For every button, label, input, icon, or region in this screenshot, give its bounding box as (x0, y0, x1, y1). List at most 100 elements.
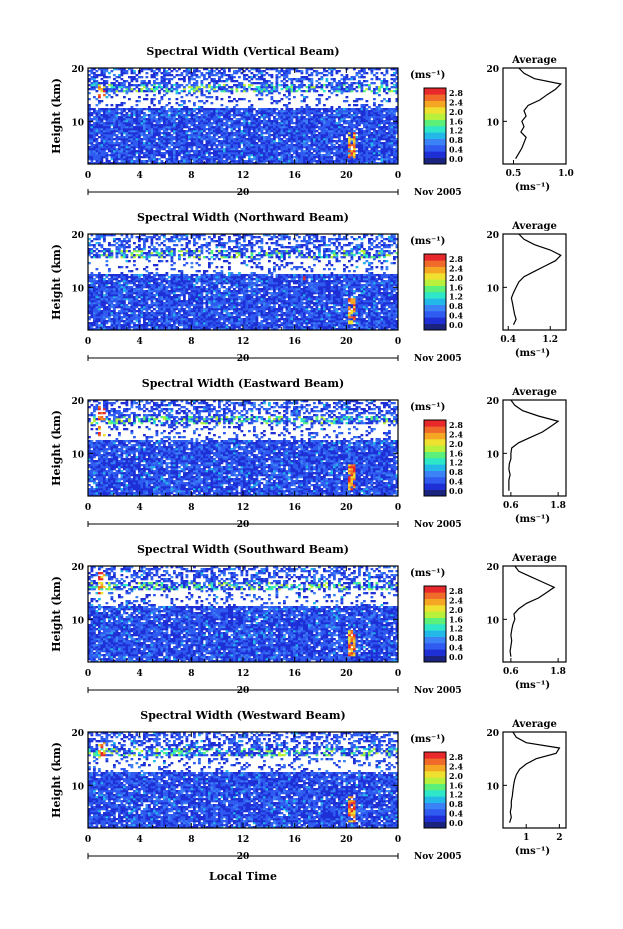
heatmap-cell (298, 158, 301, 161)
heatmap-cell (245, 160, 249, 163)
heatmap-cell (93, 82, 96, 85)
heatmap-cell (190, 138, 194, 141)
heatmap-cell (103, 80, 106, 83)
heatmap-cell (383, 132, 386, 135)
heatmap-cell (193, 156, 196, 159)
heatmap-cell (285, 146, 289, 149)
heatmap-cell (190, 162, 194, 165)
heatmap-cell (298, 110, 301, 113)
heatmap-cell (283, 142, 286, 145)
heatmap-cell (143, 84, 146, 87)
heatmap-cell (395, 152, 399, 155)
heatmap-cell (148, 158, 151, 161)
heatmap-cell (115, 136, 119, 139)
heatmap-cell (323, 120, 326, 123)
heatmap-cell (313, 118, 316, 121)
heatmap-cell (160, 154, 164, 157)
heatmap-cell (243, 120, 246, 123)
heatmap-cell (158, 144, 161, 147)
heatmap-cell (145, 108, 149, 111)
heatmap-cell (213, 130, 216, 133)
heatmap-cell (250, 122, 254, 125)
heatmap-cell (140, 130, 144, 133)
heatmap-cell (393, 162, 396, 165)
heatmap-cell (223, 138, 226, 141)
heatmap-cell (210, 320, 214, 323)
heatmap-cell (335, 110, 339, 113)
heatmap-cell (288, 88, 291, 91)
heatmap-cell (258, 116, 261, 119)
heatmap-cell (278, 158, 281, 161)
heatmap-cell (138, 128, 141, 131)
heatmap-cell (268, 154, 271, 157)
heatmap-cell (88, 142, 91, 145)
heatmap-cell (238, 140, 241, 143)
heatmap-cell (323, 140, 326, 143)
heatmap-cell (110, 138, 114, 141)
heatmap-cell (380, 84, 384, 87)
heatmap-cell (265, 150, 269, 153)
heatmap-cell (353, 136, 356, 139)
heatmap-cell (383, 134, 386, 137)
heatmap-cell (150, 318, 154, 321)
heatmap-cell (128, 160, 131, 163)
heatmap-cell (243, 320, 246, 323)
heatmap-cell (248, 134, 251, 137)
heatmap-cell (145, 76, 149, 79)
heatmap-cell (330, 328, 334, 331)
heatmap-cell (283, 76, 286, 79)
heatmap-cell (203, 148, 206, 151)
heatmap-cell (353, 146, 356, 149)
heatmap-cell (233, 138, 236, 141)
heatmap-cell (95, 146, 99, 149)
heatmap-cell (225, 110, 229, 113)
heatmap-cell (305, 96, 309, 99)
heatmap-cell (303, 124, 306, 127)
heatmap-cell (315, 72, 319, 75)
heatmap-cell (98, 158, 101, 161)
heatmap-cell (163, 326, 166, 329)
heatmap-cell (88, 70, 91, 73)
heatmap-cell (150, 112, 154, 115)
heatmap-cell (188, 86, 191, 89)
heatmap-cell (205, 324, 209, 327)
heatmap-cell (135, 120, 139, 123)
heatmap-cell (223, 326, 226, 329)
y-axis-title: Height (km) (50, 78, 63, 154)
heatmap-cell (163, 74, 166, 77)
heatmap-cell (285, 328, 289, 331)
heatmap-cell (115, 152, 119, 155)
heatmap-cell (388, 112, 391, 115)
heatmap-cell (163, 84, 166, 87)
heatmap-cell (115, 140, 119, 143)
heatmap-cell (285, 126, 289, 129)
heatmap-cell (330, 124, 334, 127)
heatmap-cell (300, 90, 304, 93)
heatmap-cell (205, 112, 209, 115)
heatmap-cell (285, 156, 289, 159)
heatmap-cell (158, 116, 161, 119)
heatmap-cell (153, 146, 156, 149)
heatmap-cell (248, 160, 251, 163)
heatmap-cell (375, 154, 379, 157)
heatmap-cell (273, 124, 276, 127)
heatmap-cell (183, 80, 186, 83)
heatmap-cell (135, 156, 139, 159)
heatmap-cell (180, 130, 184, 133)
heatmap-cell (243, 108, 246, 111)
heatmap-cell (213, 132, 216, 135)
heatmap-cell (325, 162, 329, 165)
heatmap-cell (303, 136, 306, 139)
heatmap-cell (205, 148, 209, 151)
heatmap-cell (248, 110, 251, 113)
heatmap-cell (110, 320, 114, 323)
heatmap-cell (320, 118, 324, 121)
heatmap-cell (213, 318, 216, 321)
heatmap-cell (320, 108, 324, 111)
heatmap-cell (98, 154, 101, 157)
heatmap-cell (100, 150, 104, 153)
heatmap-cell (380, 328, 384, 331)
heatmap-cell (288, 158, 291, 161)
heatmap-cell (378, 68, 381, 71)
heatmap-cell (358, 150, 361, 153)
